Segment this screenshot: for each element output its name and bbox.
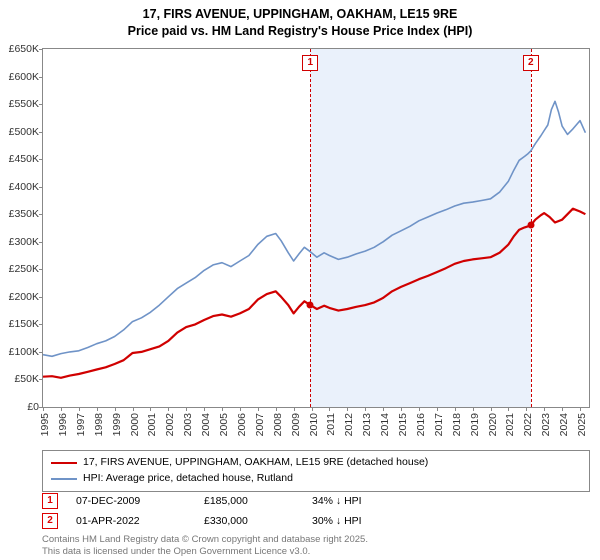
event-date: 01-APR-2022 (76, 515, 186, 527)
x-axis-label: 2001 (146, 413, 158, 436)
x-axis-label: 2014 (379, 413, 391, 436)
y-axis-label: £300K (9, 236, 39, 248)
y-axis-label: £150K (9, 318, 39, 330)
title-line-1: 17, FIRS AVENUE, UPPINGHAM, OAKHAM, LE15… (0, 6, 600, 23)
event-vs-hpi: 34% ↓ HPI (312, 495, 412, 507)
series-price_paid (43, 209, 585, 378)
x-axis-label: 1995 (39, 413, 51, 436)
x-axis-label: 2005 (218, 413, 230, 436)
legend-label: HPI: Average price, detached house, Rutl… (83, 471, 293, 487)
title-block: 17, FIRS AVENUE, UPPINGHAM, OAKHAM, LE15… (0, 0, 600, 40)
y-axis-label: £350K (9, 208, 39, 220)
legend-swatch (51, 462, 77, 464)
event-date: 07-DEC-2009 (76, 495, 186, 507)
x-axis-label: 2012 (343, 413, 355, 436)
legend: 17, FIRS AVENUE, UPPINGHAM, OAKHAM, LE15… (42, 450, 590, 492)
y-axis-label: £600K (9, 71, 39, 83)
legend-swatch (51, 478, 77, 480)
event-badge: 1 (42, 493, 58, 509)
event-badge: 2 (42, 513, 58, 529)
x-axis-label: 2023 (540, 413, 552, 436)
x-axis-label: 2022 (522, 413, 534, 436)
x-axis-label: 2011 (325, 413, 337, 436)
x-axis-label: 1996 (57, 413, 69, 436)
footer-line-2: This data is licensed under the Open Gov… (42, 546, 368, 558)
y-axis-label: £250K (9, 263, 39, 275)
title-line-2: Price paid vs. HM Land Registry's House … (0, 23, 600, 40)
sale-dot (307, 302, 314, 309)
x-axis-label: 2004 (200, 413, 212, 436)
footer-line-1: Contains HM Land Registry data © Crown c… (42, 534, 368, 546)
sale-dot (527, 222, 534, 229)
y-axis-label: £500K (9, 126, 39, 138)
chart-container: 17, FIRS AVENUE, UPPINGHAM, OAKHAM, LE15… (0, 0, 600, 560)
y-axis-label: £650K (9, 43, 39, 55)
x-axis-label: 1997 (75, 413, 87, 436)
sale-event-row: 2 01-APR-2022 £330,000 30% ↓ HPI (42, 513, 590, 529)
x-axis-label: 2007 (254, 413, 266, 436)
x-axis-label: 2020 (487, 413, 499, 436)
x-axis-label: 2010 (308, 413, 320, 436)
x-axis-label: 1998 (93, 413, 105, 436)
event-vs-hpi: 30% ↓ HPI (312, 515, 412, 527)
event-price: £330,000 (204, 515, 294, 527)
x-axis-label: 2017 (433, 413, 445, 436)
legend-item: HPI: Average price, detached house, Rutl… (51, 471, 581, 487)
x-axis-label: 2003 (182, 413, 194, 436)
x-axis-label: 2013 (361, 413, 373, 436)
series-hpi (43, 101, 585, 356)
sale-event-row: 1 07-DEC-2009 £185,000 34% ↓ HPI (42, 493, 590, 509)
footer-attribution: Contains HM Land Registry data © Crown c… (42, 534, 368, 558)
x-axis-label: 2002 (164, 413, 176, 436)
x-axis-label: 2018 (451, 413, 463, 436)
legend-item: 17, FIRS AVENUE, UPPINGHAM, OAKHAM, LE15… (51, 455, 581, 471)
x-axis-label: 2024 (558, 413, 570, 436)
x-axis-label: 1999 (111, 413, 123, 436)
event-price: £185,000 (204, 495, 294, 507)
y-axis-label: £400K (9, 181, 39, 193)
x-axis-label: 2019 (469, 413, 481, 436)
x-axis-label: 2000 (129, 413, 141, 436)
y-axis-label: £100K (9, 346, 39, 358)
x-axis-label: 2025 (576, 413, 588, 436)
y-axis-label: £550K (9, 98, 39, 110)
plot-svg (43, 49, 589, 407)
x-axis-label: 2016 (415, 413, 427, 436)
x-axis-label: 2015 (397, 413, 409, 436)
x-axis-label: 2021 (504, 413, 516, 436)
sale-events: 1 07-DEC-2009 £185,000 34% ↓ HPI 2 01-AP… (42, 493, 590, 533)
x-axis-label: 2009 (290, 413, 302, 436)
chart-plot-area: 12£0£50K£100K£150K£200K£250K£300K£350K£4… (42, 48, 590, 408)
legend-label: 17, FIRS AVENUE, UPPINGHAM, OAKHAM, LE15… (83, 455, 428, 471)
y-axis-label: £450K (9, 153, 39, 165)
y-axis-label: £50K (14, 373, 39, 385)
y-axis-label: £200K (9, 291, 39, 303)
x-axis-label: 2006 (236, 413, 248, 436)
y-axis-label: £0 (27, 401, 39, 413)
x-axis-label: 2008 (272, 413, 284, 436)
